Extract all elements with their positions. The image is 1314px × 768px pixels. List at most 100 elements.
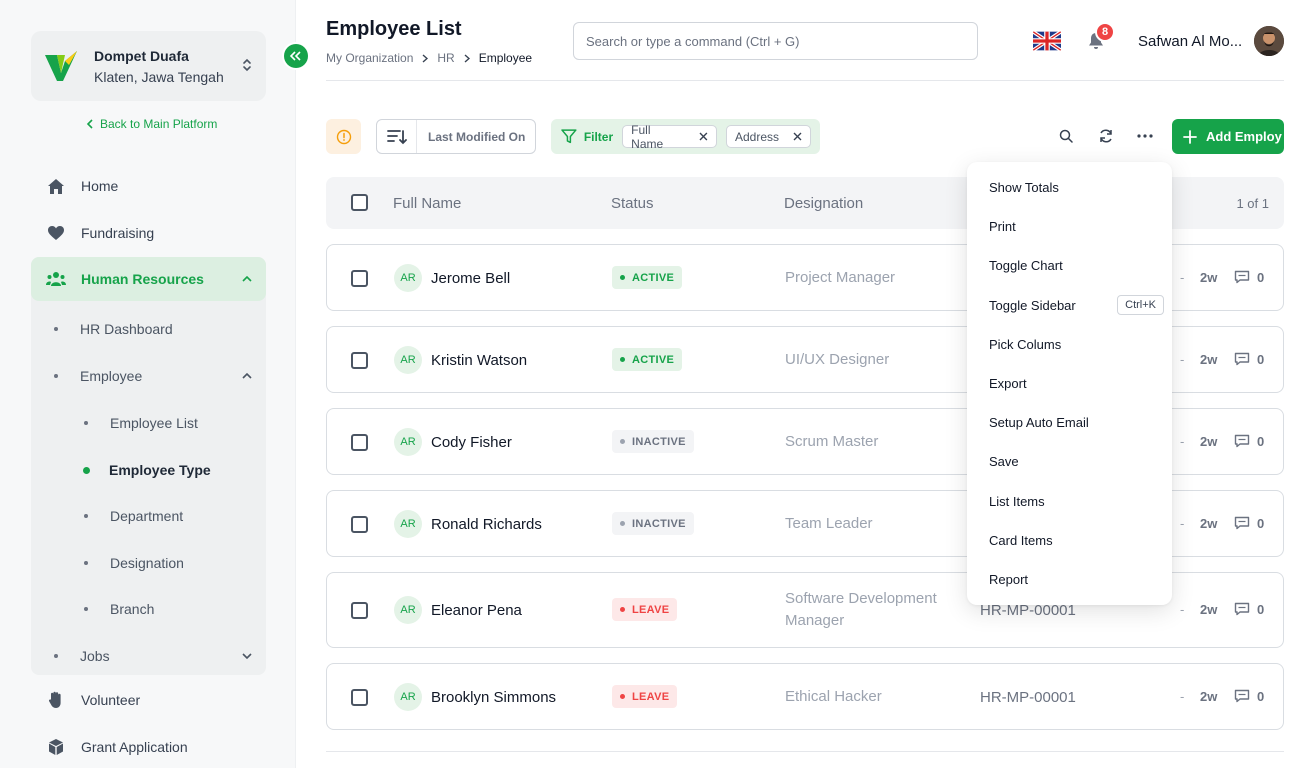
avatar: AR: [394, 264, 422, 292]
sidebar-item-designation[interactable]: Designation: [31, 543, 266, 583]
chevron-left-icon: [86, 119, 93, 129]
sidebar-item-human-resources[interactable]: Human Resources: [31, 257, 266, 301]
row-dash: -: [1180, 689, 1185, 704]
back-to-main-link[interactable]: Back to Main Platform: [86, 117, 217, 131]
alert-button[interactable]: [326, 119, 361, 154]
hand-icon: [46, 690, 66, 710]
add-employee-button[interactable]: Add Employ: [1172, 119, 1284, 154]
avatar[interactable]: [1254, 26, 1284, 56]
menu-item-list-items[interactable]: List Items: [989, 493, 1045, 509]
menu-item-setup-auto-email[interactable]: Setup Auto Email: [989, 414, 1089, 430]
sidebar-item-volunteer[interactable]: Volunteer: [31, 678, 266, 722]
bullet-icon: [84, 561, 88, 565]
modified-ago: 2w: [1200, 516, 1218, 531]
breadcrumb-item[interactable]: HR: [437, 51, 455, 65]
column-header-full-name[interactable]: Full Name: [393, 195, 462, 212]
bullet-icon: [54, 374, 58, 378]
sidebar-item-hr-dashboard[interactable]: HR Dashboard: [31, 309, 266, 349]
menu-item-print[interactable]: Print: [989, 218, 1016, 234]
comment-icon[interactable]: [1234, 352, 1250, 366]
status-badge: LEAVE: [612, 598, 678, 621]
filter-chip-address[interactable]: Address: [725, 125, 811, 148]
page-title: Employee List: [326, 18, 462, 40]
sidebar-item-employee-list[interactable]: Employee List: [31, 403, 266, 443]
row-checkbox[interactable]: [351, 270, 368, 287]
designation: Ethical Hacker: [785, 688, 882, 705]
filter-bar[interactable]: Filter Full Name Address: [551, 119, 820, 154]
status-text: ACTIVE: [632, 271, 675, 284]
column-header-designation[interactable]: Designation: [784, 195, 864, 212]
more-options-menu: Show Totals Print Toggle Chart Toggle Si…: [967, 162, 1172, 605]
sidebar-item-label: Fundraising: [81, 225, 155, 241]
comment-icon[interactable]: [1234, 516, 1250, 530]
employee-name[interactable]: Ronald Richards: [431, 516, 542, 533]
sidebar-item-fundraising[interactable]: Fundraising: [31, 211, 266, 255]
comment-icon[interactable]: [1234, 270, 1250, 284]
comment-icon[interactable]: [1234, 602, 1250, 616]
back-link-label: Back to Main Platform: [100, 117, 218, 131]
sidebar-item-label: Human Resources: [81, 271, 204, 287]
sidebar-item-grant-application[interactable]: Grant Application: [31, 725, 266, 768]
modified-ago: 2w: [1200, 352, 1218, 367]
status-dot-icon: [620, 275, 625, 280]
status-text: INACTIVE: [632, 435, 686, 448]
table-row[interactable]: AR Brooklyn Simmons LEAVE Ethical Hacker…: [326, 663, 1284, 730]
search-input[interactable]: [573, 22, 978, 60]
chevron-down-icon: [242, 653, 252, 659]
status-text: INACTIVE: [632, 517, 686, 530]
filter-chip-full-name[interactable]: Full Name: [622, 122, 717, 151]
employee-name[interactable]: Cody Fisher: [431, 434, 512, 451]
menu-item-toggle-chart[interactable]: Toggle Chart: [989, 257, 1063, 273]
collapse-sidebar-button[interactable]: [284, 44, 308, 68]
user-name[interactable]: Safwan Al Mo...: [1138, 33, 1243, 50]
more-options-icon[interactable]: [1135, 126, 1155, 146]
employee-name[interactable]: Kristin Watson: [431, 352, 528, 369]
sidebar-item-label: Employee List: [110, 415, 198, 431]
column-header-status[interactable]: Status: [611, 195, 654, 212]
sidebar-item-department[interactable]: Department: [31, 496, 266, 536]
employee-name[interactable]: Eleanor Pena: [431, 602, 522, 619]
row-checkbox[interactable]: [351, 352, 368, 369]
menu-item-export[interactable]: Export: [989, 375, 1027, 391]
employee-name[interactable]: Brooklyn Simmons: [431, 689, 557, 706]
comment-icon[interactable]: [1234, 434, 1250, 448]
menu-item-save[interactable]: Save: [989, 453, 1019, 469]
sidebar-item-employee[interactable]: Employee: [31, 356, 266, 396]
sidebar-item-jobs[interactable]: Jobs: [31, 636, 266, 676]
sidebar-item-home[interactable]: Home: [31, 164, 266, 208]
sidebar-item-label: Volunteer: [81, 692, 141, 708]
avatar: AR: [394, 346, 422, 374]
sort-button[interactable]: Last Modified On: [376, 119, 536, 154]
menu-item-report[interactable]: Report: [989, 571, 1029, 587]
home-icon: [46, 176, 66, 196]
sidebar-item-branch[interactable]: Branch: [31, 589, 266, 629]
menu-item-toggle-sidebar[interactable]: Toggle Sidebar Ctrl+K: [967, 288, 1172, 322]
row-checkbox[interactable]: [351, 689, 368, 706]
row-checkbox[interactable]: [351, 516, 368, 533]
uk-flag-icon[interactable]: [1033, 31, 1061, 51]
status-dot-icon: [620, 521, 625, 526]
row-checkbox[interactable]: [351, 434, 368, 451]
sidebar-item-employee-type[interactable]: Employee Type: [31, 450, 266, 490]
comment-icon[interactable]: [1234, 689, 1250, 703]
close-icon[interactable]: [793, 132, 802, 141]
search-icon[interactable]: [1056, 126, 1076, 146]
refresh-icon[interactable]: [1096, 126, 1116, 146]
select-all-checkbox[interactable]: [351, 194, 368, 211]
row-checkbox[interactable]: [351, 602, 368, 619]
menu-item-label: Toggle Sidebar: [989, 297, 1076, 313]
close-icon[interactable]: [699, 132, 708, 141]
status-dot-icon: [620, 357, 625, 362]
filter-chip-label: Full Name: [631, 122, 664, 151]
menu-item-card-items[interactable]: Card Items: [989, 532, 1053, 548]
menu-item-show-totals[interactable]: Show Totals: [989, 179, 1059, 195]
chevrons-left-icon: [290, 51, 301, 61]
comment-count: 0: [1257, 434, 1265, 449]
org-switcher[interactable]: Dompet Duafa Klaten, Jawa Tengah: [31, 31, 266, 101]
status-text: LEAVE: [632, 603, 670, 616]
menu-item-pick-columns[interactable]: Pick Colums: [989, 336, 1062, 352]
breadcrumb-item[interactable]: My Organization: [326, 51, 414, 65]
employee-name[interactable]: Jerome Bell: [431, 270, 511, 287]
status-badge: LEAVE: [612, 685, 678, 708]
user-photo: [1254, 26, 1284, 56]
